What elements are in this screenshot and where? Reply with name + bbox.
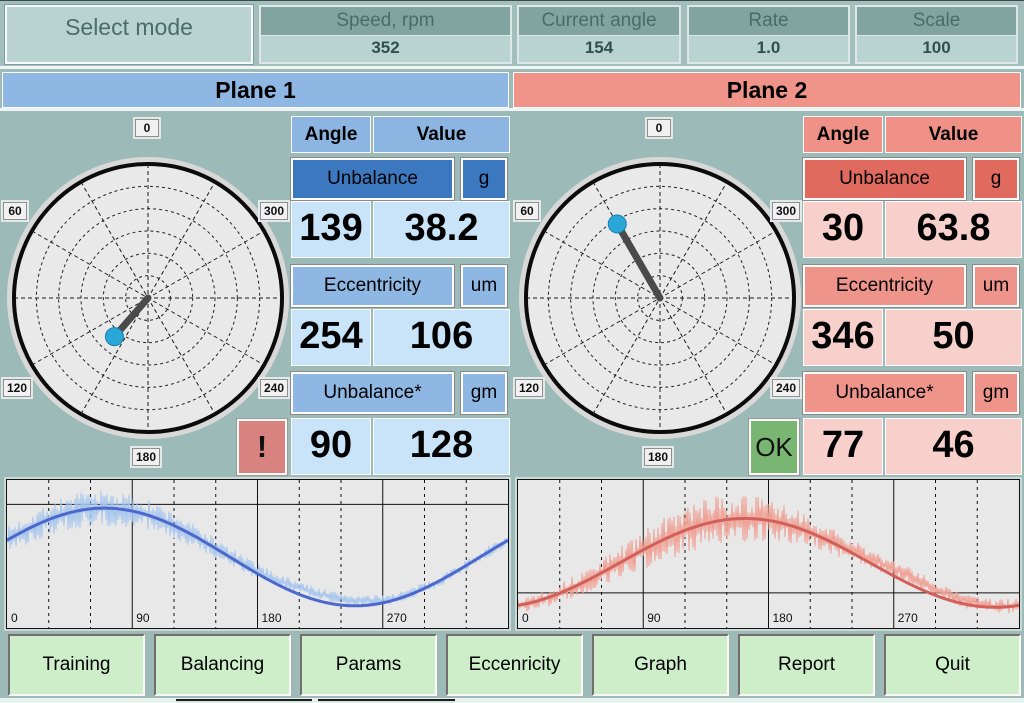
value-column-header: Value <box>885 116 1022 153</box>
plane2-unbalance-button[interactable]: Unbalance <box>802 157 967 201</box>
metric-scale: Scale 100 <box>855 5 1018 64</box>
plane1-unbalance-angle: 139 <box>291 201 371 258</box>
plane1-unbalance-value: 38.2 <box>373 201 510 258</box>
polar-angle-label-120: 120 <box>515 379 544 397</box>
svg-text:180: 180 <box>773 611 793 625</box>
plane2-status-badge: OK <box>748 418 800 476</box>
plane2-eccentricity-button[interactable]: Eccentricity <box>802 264 967 308</box>
plane1-status-badge: ! <box>236 418 288 476</box>
plane2-panel: 0 60 120 180 240 300 OK Angle Value Unba… <box>512 111 1024 478</box>
polar-angle-label-180: 180 <box>644 448 673 466</box>
partial-bottom-row <box>0 698 1024 703</box>
plane1-eccentricity-value: 106 <box>373 309 510 366</box>
metric-scale-label: Scale <box>855 5 1018 36</box>
polar-angle-label-60: 60 <box>515 202 539 220</box>
quit-button[interactable]: Quit <box>883 633 1022 697</box>
plane2-unbalance-unit-button[interactable]: g <box>972 157 1020 201</box>
svg-text:180: 180 <box>262 611 282 625</box>
angle-column-header: Angle <box>291 116 371 153</box>
metric-current-angle-value: 154 <box>517 36 681 64</box>
training-button[interactable]: Training <box>7 633 146 697</box>
polar-chart-canvas <box>519 157 801 439</box>
svg-text:270: 270 <box>898 611 918 625</box>
metric-rate: Rate 1.0 <box>687 5 850 64</box>
plane1-eccentricity-button[interactable]: Eccentricity <box>290 264 455 308</box>
plane1-eccentricity-angle: 254 <box>291 309 371 366</box>
plane1-table: Angle Value Unbalance g 139 38.2 Eccentr… <box>290 111 510 478</box>
metric-speed-label: Speed, rpm <box>259 5 512 36</box>
metric-scale-value: 100 <box>855 36 1018 64</box>
eccenricity-button[interactable]: Eccenricity <box>445 633 584 697</box>
value-column-header: Value <box>373 116 510 153</box>
angle-column-header: Angle <box>803 116 883 153</box>
plane2-unbalance-value: 63.8 <box>885 201 1022 258</box>
plane1-unbalance-button[interactable]: Unbalance <box>290 157 455 201</box>
plane1-unbalance-star-angle: 90 <box>291 418 371 475</box>
svg-text:0: 0 <box>522 611 529 625</box>
svg-text:0: 0 <box>11 611 18 625</box>
polar-angle-label-120: 120 <box>3 379 32 397</box>
plane1-polar-chart: 0 60 120 180 240 300 ! <box>0 111 290 478</box>
plane2-eccentricity-angle: 346 <box>803 309 883 366</box>
plane1-unbalance-star-unit-button[interactable]: gm <box>460 371 508 415</box>
select-mode-button[interactable]: Select mode <box>4 4 254 65</box>
header-separator <box>0 108 1024 111</box>
partial-box <box>176 699 312 703</box>
polar-angle-label-300: 300 <box>260 202 289 220</box>
metric-current-angle-label: Current angle <box>517 5 681 36</box>
polar-chart-canvas <box>7 157 289 439</box>
metric-rate-label: Rate <box>687 5 850 36</box>
plane1-unbalance-unit-button[interactable]: g <box>460 157 508 201</box>
svg-text:90: 90 <box>136 611 150 625</box>
metric-speed-value: 352 <box>259 36 512 64</box>
plane1-table-header: Angle Value <box>291 116 510 153</box>
plane1-waveform-panel: 0 90 180 270 <box>6 479 509 629</box>
plane1-eccentricity-unit-button[interactable]: um <box>460 264 508 308</box>
waveform-canvas: 0 90 180 270 <box>6 480 509 628</box>
polar-angle-label-0: 0 <box>647 119 671 137</box>
balancing-button[interactable]: Balancing <box>153 633 292 697</box>
polar-angle-label-180: 180 <box>132 448 161 466</box>
plane2-table-header: Angle Value <box>803 116 1022 153</box>
plane2-header: Plane 2 <box>513 72 1021 108</box>
report-button[interactable]: Report <box>737 633 876 697</box>
polar-angle-label-60: 60 <box>3 202 27 220</box>
plane2-table: Angle Value Unbalance g 30 63.8 Eccentri… <box>802 111 1022 478</box>
metric-speed: Speed, rpm 352 <box>259 5 512 64</box>
svg-text:270: 270 <box>387 611 407 625</box>
plane2-unbalance-star-value: 46 <box>885 418 1022 475</box>
plane1-unbalance-star-value: 128 <box>373 418 510 475</box>
plane2-unbalance-star-button[interactable]: Unbalance* <box>802 371 967 415</box>
polar-angle-label-300: 300 <box>772 202 801 220</box>
plane2-unbalance-star-angle: 77 <box>803 418 883 475</box>
plane2-polar-chart: 0 60 120 180 240 300 OK <box>512 111 802 478</box>
plane1-unbalance-star-button[interactable]: Unbalance* <box>290 371 455 415</box>
params-button[interactable]: Params <box>299 633 438 697</box>
svg-text:90: 90 <box>647 611 661 625</box>
waveform-canvas: 0 90 180 270 <box>517 480 1020 628</box>
metric-rate-value: 1.0 <box>687 36 850 64</box>
metric-current-angle: Current angle 154 <box>517 5 681 64</box>
plane2-eccentricity-unit-button[interactable]: um <box>972 264 1020 308</box>
polar-angle-label-240: 240 <box>772 379 801 397</box>
plane2-waveform-panel: 0 90 180 270 <box>517 479 1020 629</box>
plane2-unbalance-star-unit-button[interactable]: gm <box>972 371 1020 415</box>
polar-angle-label-0: 0 <box>135 119 159 137</box>
plane2-unbalance-angle: 30 <box>803 201 883 258</box>
top-bar: Select mode Speed, rpm 352 Current angle… <box>0 1 1024 69</box>
graph-button[interactable]: Graph <box>591 633 730 697</box>
plane1-header: Plane 1 <box>2 72 509 108</box>
plane1-panel: 0 60 120 180 240 300 ! Angle Value Unbal… <box>0 111 512 478</box>
partial-box <box>318 699 455 703</box>
polar-angle-label-240: 240 <box>260 379 289 397</box>
plane2-eccentricity-value: 50 <box>885 309 1022 366</box>
